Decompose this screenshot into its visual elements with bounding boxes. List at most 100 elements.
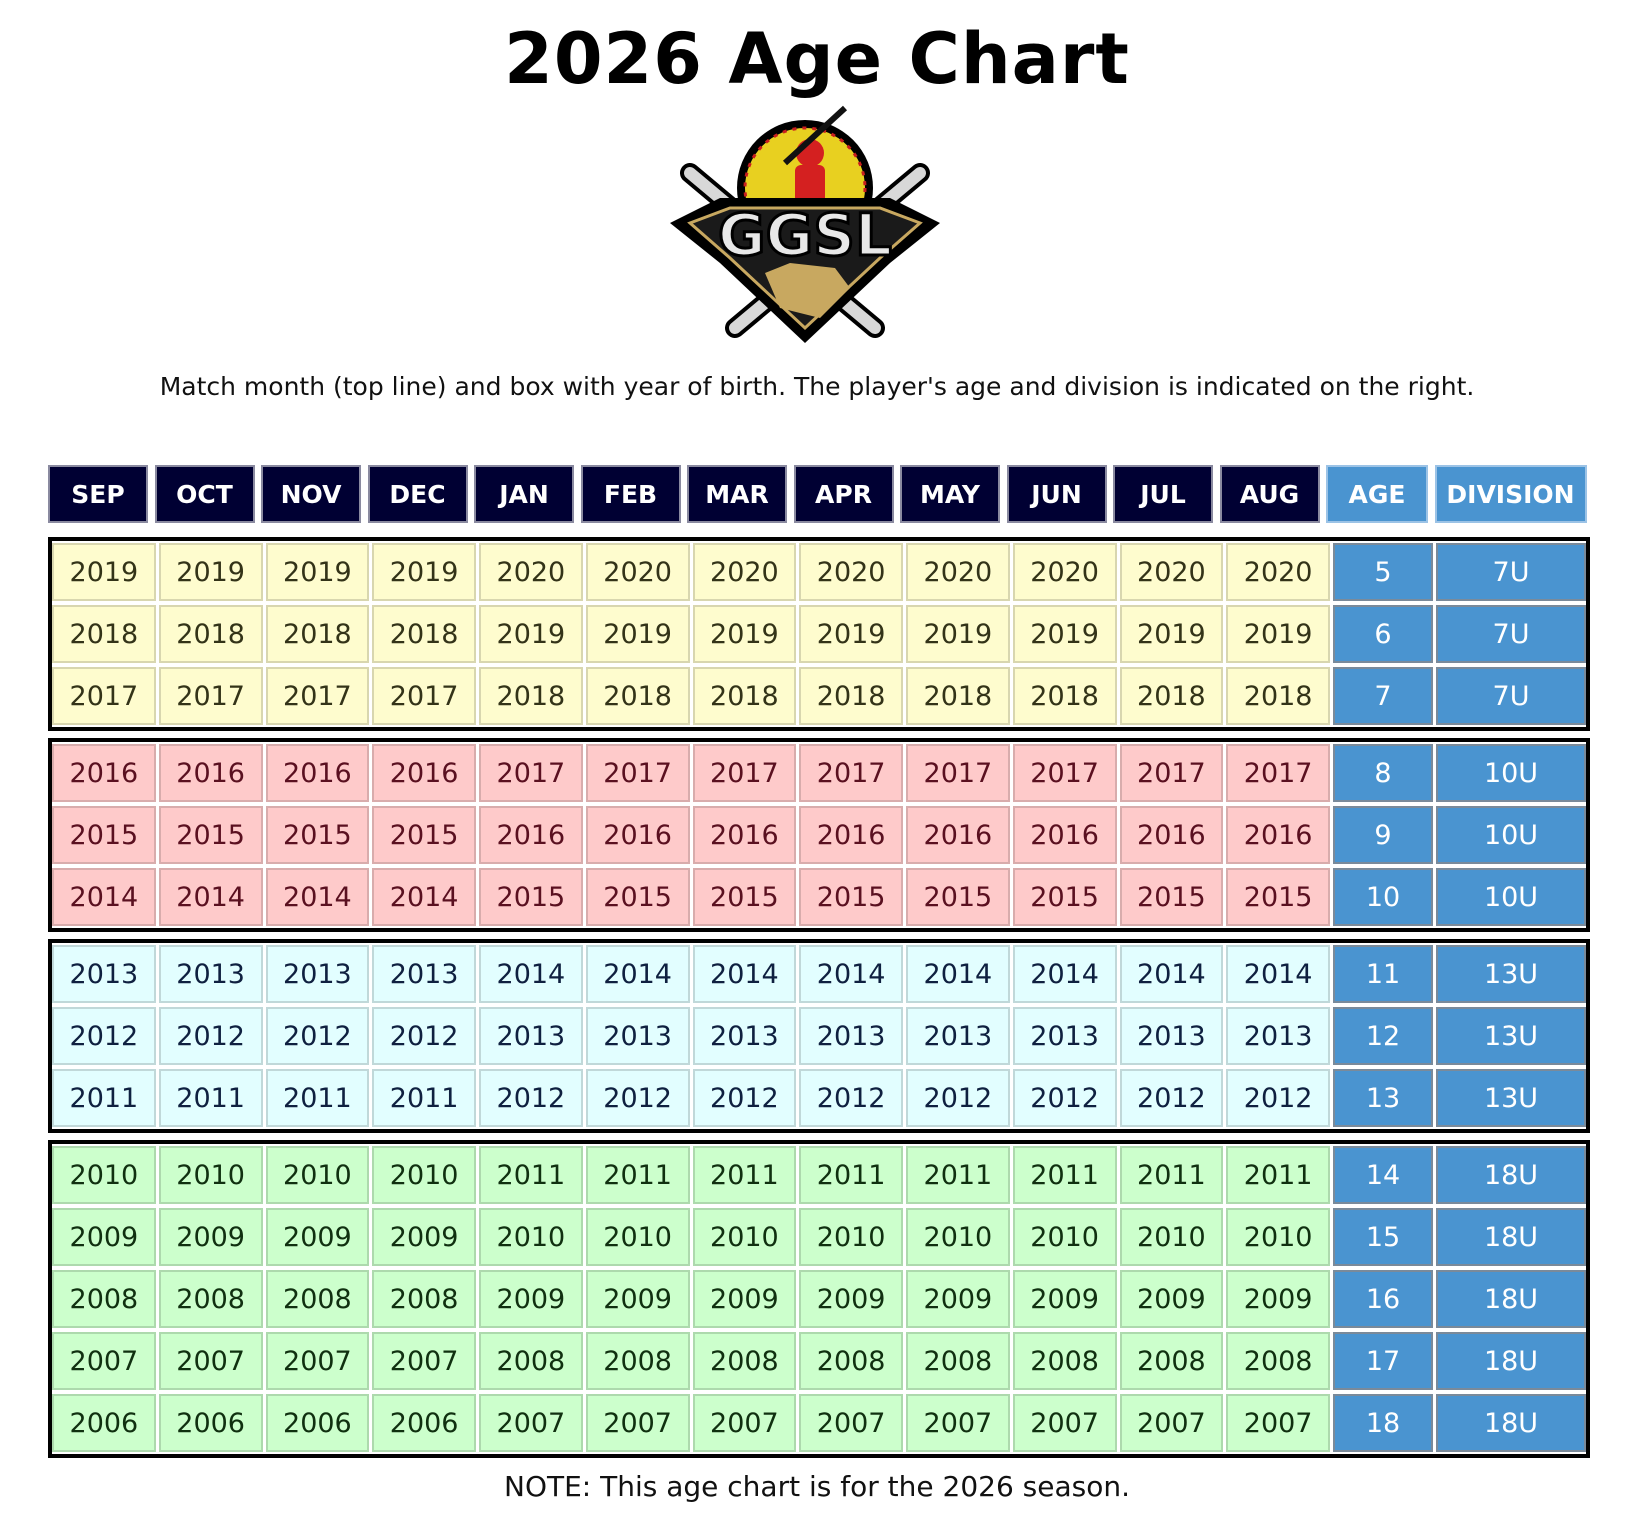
year-cell-jan: 2015 — [479, 868, 583, 926]
year-cell-feb: 2019 — [585, 605, 690, 663]
year-cell-dec: 2017 — [372, 667, 476, 725]
year-cell-aug: 2016 — [1226, 806, 1330, 864]
year-cell-jul: 2014 — [1119, 945, 1224, 1003]
year-cell-apr: 2011 — [799, 1146, 903, 1204]
age-cell: 11 — [1333, 945, 1433, 1003]
year-cell-mar: 2009 — [692, 1270, 797, 1328]
logo-text: GGSL — [718, 201, 892, 269]
year-cell-sep: 2006 — [52, 1394, 156, 1452]
instructions-text: Match month (top line) and box with year… — [159, 372, 1475, 401]
year-cell-may: 2015 — [906, 868, 1010, 926]
year-cell-feb: 2018 — [585, 667, 690, 725]
year-cell-oct: 2016 — [158, 744, 263, 802]
age-cell: 16 — [1333, 1270, 1433, 1328]
year-cell-feb: 2014 — [585, 945, 690, 1003]
column-header-sep: SEP — [48, 465, 148, 523]
year-cell-apr: 2016 — [799, 806, 903, 864]
year-cell-may: 2010 — [906, 1208, 1010, 1266]
year-cell-jun: 2019 — [1012, 605, 1117, 663]
year-cell-jul: 2013 — [1119, 1007, 1224, 1065]
year-cell-jan: 2014 — [479, 945, 583, 1003]
year-cell-may: 2019 — [906, 605, 1010, 663]
column-header-nov: NOV — [261, 465, 361, 523]
year-cell-sep: 2008 — [52, 1270, 156, 1328]
year-cell-oct: 2008 — [158, 1270, 263, 1328]
table-row: 2019 2019 2019 2019 2020 2020 2020 2020 2020 2020… — [52, 541, 1586, 603]
year-cell-apr: 2009 — [799, 1270, 903, 1328]
year-cell-nov: 2007 — [265, 1332, 370, 1390]
year-cell-nov: 2012 — [265, 1007, 370, 1065]
year-cell-may: 2011 — [906, 1146, 1010, 1204]
division-cell: 18U — [1436, 1270, 1586, 1328]
year-cell-mar: 2007 — [692, 1394, 797, 1452]
year-cell-dec: 2019 — [372, 543, 476, 601]
year-cell-jan: 2008 — [479, 1332, 583, 1390]
year-cell-dec: 2007 — [372, 1332, 476, 1390]
year-cell-jun: 2008 — [1012, 1332, 1117, 1390]
division-cell: 10U — [1436, 868, 1586, 926]
year-cell-may: 2017 — [906, 744, 1010, 802]
year-cell-nov: 2011 — [265, 1069, 370, 1127]
year-cell-jul: 2018 — [1119, 667, 1224, 725]
year-cell-apr: 2010 — [799, 1208, 903, 1266]
age-cell: 6 — [1333, 605, 1433, 663]
year-cell-sep: 2019 — [52, 543, 156, 601]
year-cell-mar: 2017 — [692, 744, 797, 802]
year-cell-jul: 2011 — [1119, 1146, 1224, 1204]
column-header-jul: JUL — [1113, 465, 1213, 523]
year-cell-apr: 2015 — [799, 868, 903, 926]
column-header-feb: FEB — [580, 465, 681, 523]
column-header-oct: OCT — [154, 465, 255, 523]
table-row: 2006 2006 2006 2006 2007 2007 2007 2007 2007 2007… — [52, 1392, 1586, 1454]
ggsl-logo: GGSL — [670, 105, 940, 343]
year-cell-jan: 2009 — [479, 1270, 583, 1328]
table-row: 2014 2014 2014 2014 2015 2015 2015 2015 2015 2015… — [52, 866, 1586, 928]
year-cell-apr: 2014 — [799, 945, 903, 1003]
year-cell-feb: 2015 — [585, 868, 690, 926]
table-row: 2007 2007 2007 2007 2008 2008 2008 2008 2008 2008… — [52, 1330, 1586, 1392]
year-cell-aug: 2012 — [1226, 1069, 1330, 1127]
year-cell-oct: 2013 — [158, 945, 263, 1003]
year-cell-jun: 2012 — [1012, 1069, 1117, 1127]
column-header-division: DIVISION — [1434, 465, 1587, 523]
year-cell-jul: 2020 — [1119, 543, 1224, 601]
column-header-aug: AUG — [1219, 465, 1320, 523]
year-cell-sep: 2007 — [52, 1332, 156, 1390]
year-cell-aug: 2014 — [1226, 945, 1330, 1003]
column-header-age: AGE — [1326, 465, 1428, 523]
year-cell-feb: 2010 — [585, 1208, 690, 1266]
year-cell-dec: 2016 — [372, 744, 476, 802]
year-cell-jun: 2017 — [1012, 744, 1117, 802]
table-row: 2011 2011 2011 2011 2012 2012 2012 2012 2012 2012… — [52, 1067, 1586, 1129]
year-cell-feb: 2009 — [585, 1270, 690, 1328]
table-row: 2017 2017 2017 2017 2018 2018 2018 2018 2018 2018… — [52, 665, 1586, 727]
year-cell-nov: 2009 — [265, 1208, 370, 1266]
division-cell: 7U — [1436, 605, 1586, 663]
year-cell-jul: 2016 — [1119, 806, 1224, 864]
year-cell-oct: 2006 — [158, 1394, 263, 1452]
table-row: 2009 2009 2009 2009 2010 2010 2010 2010 2010 2010… — [52, 1206, 1586, 1268]
year-cell-nov: 2006 — [265, 1394, 370, 1452]
year-cell-jan: 2010 — [479, 1208, 583, 1266]
division-cell: 18U — [1436, 1146, 1586, 1204]
year-cell-jul: 2010 — [1119, 1208, 1224, 1266]
year-cell-jul: 2017 — [1119, 744, 1224, 802]
year-cell-jan: 2016 — [479, 806, 583, 864]
year-cell-mar: 2008 — [692, 1332, 797, 1390]
year-cell-nov: 2010 — [265, 1146, 370, 1204]
year-cell-sep: 2018 — [52, 605, 156, 663]
year-cell-oct: 2019 — [158, 543, 263, 601]
table-row: 2018 2018 2018 2018 2019 2019 2019 2019 2019 2019… — [52, 603, 1586, 665]
age-cell: 10 — [1333, 868, 1433, 926]
year-cell-jan: 2020 — [479, 543, 583, 601]
year-cell-oct: 2014 — [158, 868, 263, 926]
division-cell: 13U — [1436, 945, 1586, 1003]
year-cell-oct: 2012 — [158, 1007, 263, 1065]
group-7u: 2019 2019 2019 2019 2020 2020 2020 2020 2020 2020… — [48, 537, 1590, 731]
year-cell-sep: 2009 — [52, 1208, 156, 1266]
age-cell: 8 — [1333, 744, 1433, 802]
division-cell: 13U — [1436, 1007, 1586, 1065]
year-cell-aug: 2017 — [1226, 744, 1330, 802]
year-cell-nov: 2019 — [265, 543, 370, 601]
year-cell-aug: 2010 — [1226, 1208, 1330, 1266]
